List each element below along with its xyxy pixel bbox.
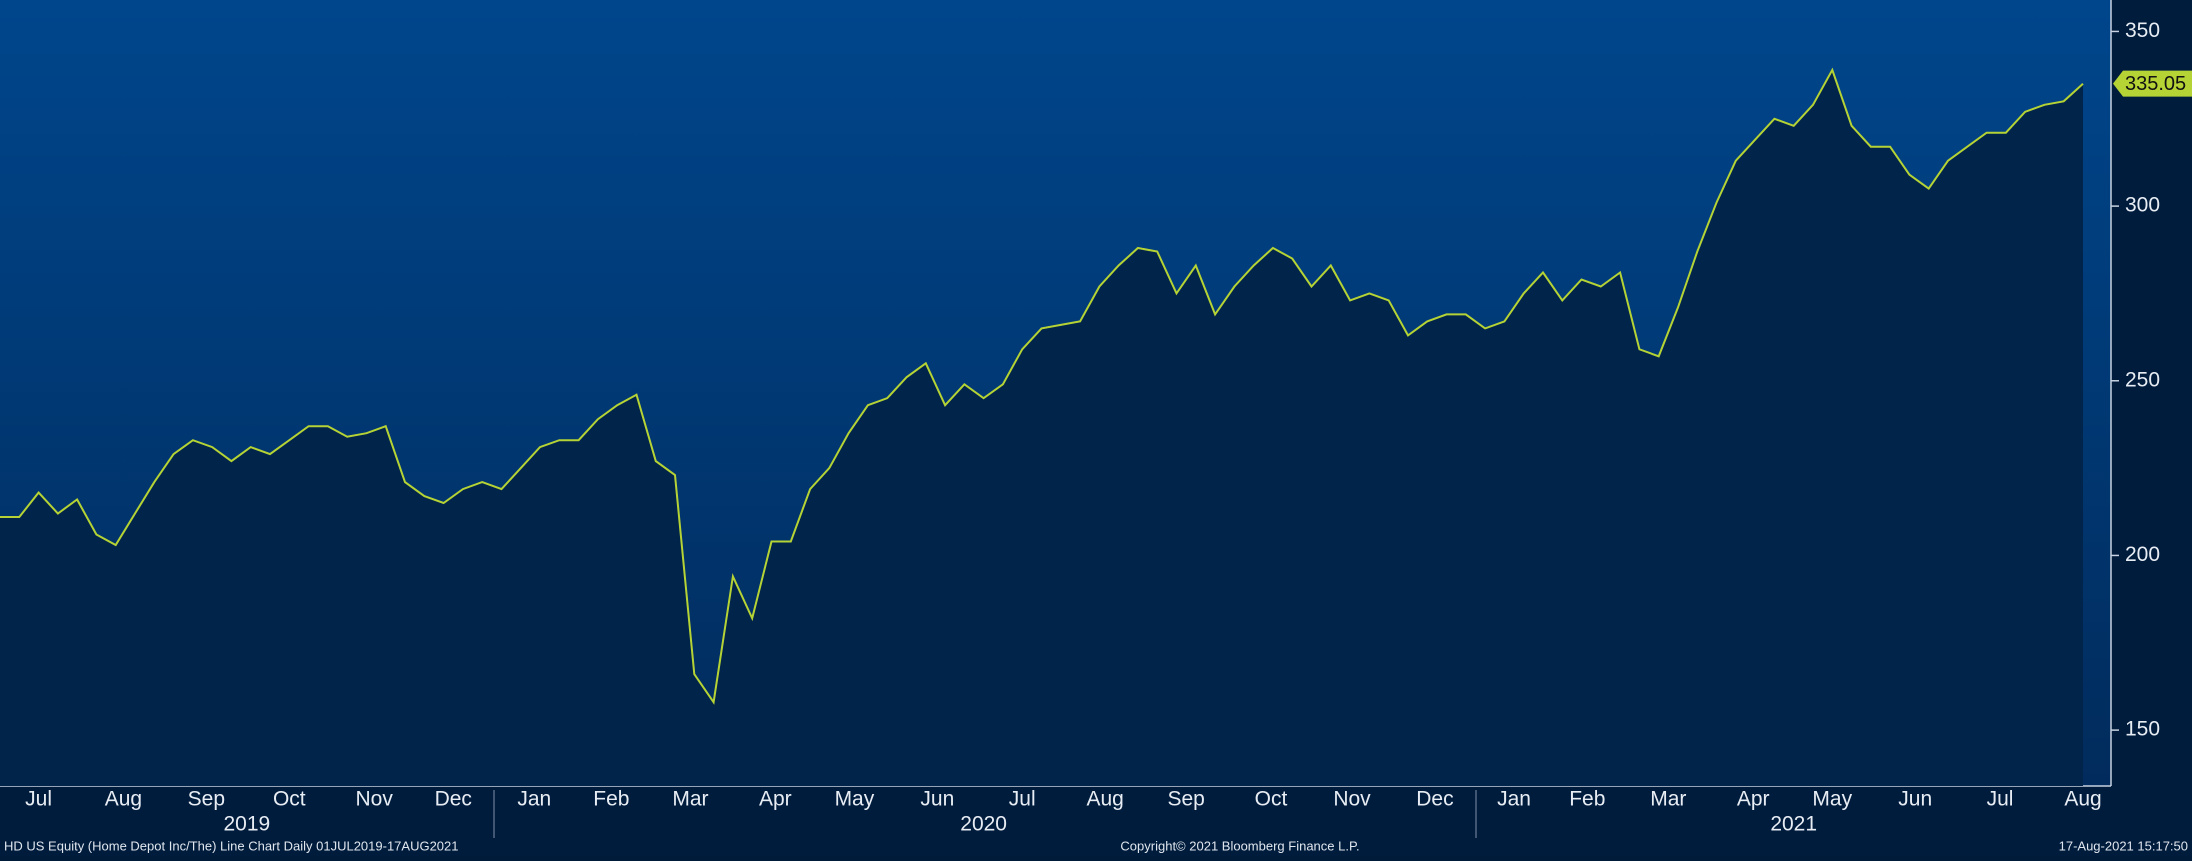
x-tick-label: May — [835, 788, 875, 811]
y-tick-label: 300 — [2125, 194, 2160, 217]
y-tick-label: 150 — [2125, 718, 2160, 741]
x-tick-label: Feb — [593, 788, 629, 811]
x-tick-label: Jul — [1987, 788, 2014, 811]
x-tick-label: Dec — [1416, 788, 1453, 811]
last-price-label: 335.05 — [2125, 73, 2186, 95]
x-tick-label: Aug — [1086, 788, 1123, 811]
year-label: 2021 — [1770, 813, 1817, 836]
footer-description: HD US Equity (Home Depot Inc/The) Line C… — [4, 838, 459, 853]
x-tick-label: Jan — [1497, 788, 1531, 811]
x-tick-label: Dec — [435, 788, 472, 811]
x-tick-label: Mar — [1650, 788, 1686, 811]
y-tick-label: 200 — [2125, 543, 2160, 566]
axis-band — [0, 786, 2192, 856]
x-tick-label: Apr — [1737, 788, 1770, 811]
last-price-tag — [2113, 70, 2192, 97]
x-tick-label: Mar — [672, 788, 708, 811]
x-tick-label: Feb — [1569, 788, 1605, 811]
y-tick-label: 250 — [2125, 368, 2160, 391]
year-label: 2020 — [960, 813, 1007, 836]
x-tick-label: Jul — [25, 788, 52, 811]
x-tick-label: Sep — [1167, 788, 1204, 811]
x-tick-label: Oct — [273, 788, 306, 811]
x-tick-label: Aug — [2064, 788, 2101, 811]
footer-timestamp: 17-Aug-2021 15:17:50 — [2059, 838, 2188, 853]
x-tick-label: Aug — [105, 788, 142, 811]
x-tick-label: Jun — [920, 788, 954, 811]
price-line — [0, 67, 2084, 705]
y-axis-band — [2111, 0, 2192, 786]
y-tick-label: 350 — [2125, 19, 2160, 42]
x-tick-label: Jan — [517, 788, 551, 811]
area-fill — [0, 69, 2083, 786]
x-tick-label: Sep — [188, 788, 225, 811]
x-tick-label: May — [1812, 788, 1852, 811]
x-tick-label: Jun — [1898, 788, 1932, 811]
x-tick-label: Jul — [1009, 788, 1036, 811]
footer-copyright: Copyright© 2021 Bloomberg Finance L.P. — [1120, 838, 1359, 853]
x-tick-label: Nov — [355, 788, 393, 811]
x-tick-label: Nov — [1333, 788, 1371, 811]
year-label: 2019 — [224, 813, 271, 836]
x-tick-label: Apr — [759, 788, 792, 811]
x-tick-label: Oct — [1255, 788, 1288, 811]
